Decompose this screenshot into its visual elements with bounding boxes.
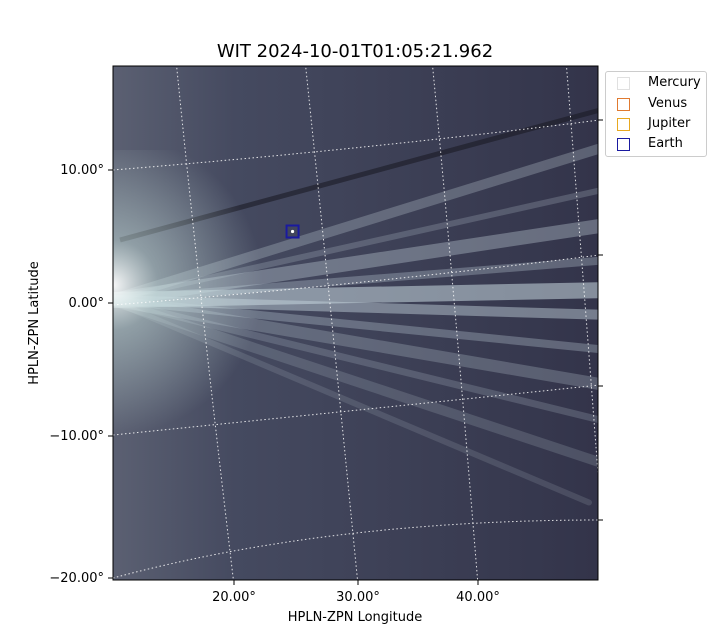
planet-dot [290,229,295,234]
coordinate-grid [113,66,598,580]
y-tick-label: 0.00° [69,296,104,311]
grid-line [305,66,359,580]
y-tick-label: 10.00° [60,163,104,178]
x-axis-label: HPLN-ZPN Longitude [288,610,423,625]
legend-item-venus: Venus [606,95,706,115]
legend-swatch [617,77,630,90]
legend: Mercury Venus Jupiter Earth [605,71,707,157]
legend-label: Venus [648,96,688,111]
legend-label: Jupiter [648,116,691,131]
x-tick-label: 40.00° [456,590,500,605]
y-axis-ticks: 10.00° 0.00° −10.00° −20.00° [49,163,113,586]
legend-item-mercury: Mercury [606,74,706,94]
legend-swatch [617,138,630,151]
x-axis-ticks: 20.00° 30.00° 40.00° [212,580,500,605]
y-axis-label: HPLN-ZPN Latitude [27,261,42,384]
chart-title: WIT 2024-10-01T01:05:21.962 [217,41,493,62]
legend-item-jupiter: Jupiter [606,115,706,135]
plot-image [113,66,598,580]
legend-label: Earth [648,136,683,151]
legend-item-earth: Earth [606,135,706,155]
planet-markers [285,224,300,239]
marker-earth [285,224,300,239]
legend-swatch [617,118,630,131]
grid-line [176,66,234,580]
legend-label: Mercury [648,75,701,90]
grid-line [113,119,598,171]
grid-line [113,254,598,306]
x-tick-label: 30.00° [336,590,380,605]
legend-swatch [617,98,630,111]
plot-frame [112,65,599,581]
grid-line [432,66,479,580]
right-axis-ticks [598,119,603,521]
y-tick-label: −20.00° [49,571,104,586]
y-tick-label: −10.00° [49,429,104,444]
x-tick-label: 20.00° [212,590,256,605]
grid-line [565,66,598,481]
